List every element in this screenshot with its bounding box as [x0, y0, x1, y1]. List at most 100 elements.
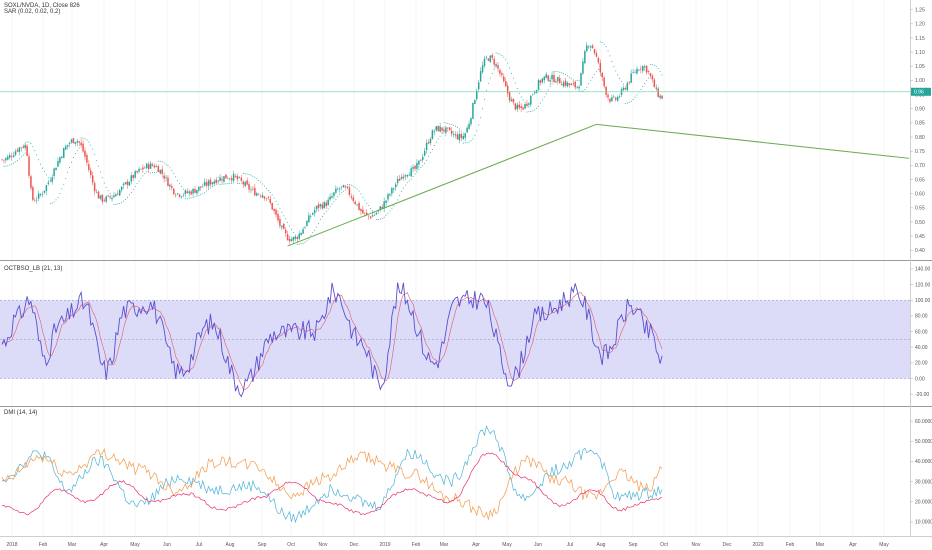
y-tick-label: 120.00: [915, 282, 931, 288]
y-tick-label: 0.90: [915, 107, 925, 113]
candle: [254, 183, 256, 196]
candle: [437, 125, 439, 132]
sar-dot: [169, 167, 171, 169]
sar-dot: [578, 80, 580, 82]
oscillator-legend[interactable]: OCTBSO_LB (21, 13): [4, 266, 62, 272]
sar-dot: [109, 193, 111, 195]
candle: [474, 98, 476, 105]
sar-dot: [152, 172, 154, 174]
candle: [124, 181, 127, 185]
sar-dot: [393, 205, 395, 207]
sar-dot: [630, 100, 632, 102]
candle: [66, 144, 69, 150]
sar-dot: [426, 159, 428, 161]
price-axis[interactable]: 1.251.201.151.101.051.000.950.900.850.80…: [910, 7, 932, 526]
x-tick-label: Apr: [100, 542, 108, 548]
sar-dot: [240, 182, 242, 184]
sar-dot: [279, 207, 281, 209]
sar-dot: [468, 141, 470, 143]
candle: [354, 200, 356, 206]
sar-dot: [107, 190, 109, 192]
sar-dot: [42, 167, 44, 169]
sar-dot: [563, 72, 565, 74]
sar-dot: [377, 218, 379, 220]
candle: [524, 103, 526, 110]
sar-dot: [298, 243, 300, 245]
candle: [188, 189, 190, 197]
candle: [398, 175, 401, 181]
x-tick-label: Jul: [567, 542, 573, 548]
sar-dot: [605, 46, 607, 48]
candle: [576, 86, 578, 90]
candle: [593, 48, 596, 56]
trend-line[interactable]: [596, 123, 910, 159]
sar-dot: [609, 55, 611, 57]
sar-dot: [78, 147, 80, 149]
candle: [263, 196, 266, 201]
sar-dot: [125, 198, 127, 200]
sar-dot: [622, 83, 624, 85]
sar-dot: [90, 144, 92, 146]
candle: [138, 166, 140, 174]
candle: [236, 173, 239, 183]
y-tick-label: 30.0000: [915, 479, 932, 485]
time-axis[interactable]: 2018 Feb Mar Apr May Jun Jul Aug Sep Oct Nov Dec 201…: [6, 542, 889, 548]
candle: [1, 159, 3, 161]
trend-line[interactable]: [287, 123, 597, 247]
candle: [572, 80, 575, 87]
sar-dot: [121, 202, 123, 204]
oscillator-pane[interactable]: [0, 282, 910, 398]
candle: [580, 72, 582, 86]
candle: [425, 139, 428, 154]
symbol-legend[interactable]: SOXL/NVDA, 1D, Close 826 SAR (0.02, 0.02…: [4, 3, 80, 15]
candle: [117, 190, 119, 195]
candle: [603, 76, 605, 89]
dmi-pane[interactable]: [1, 425, 663, 524]
sar-dot: [624, 103, 626, 105]
sar-dot: [144, 173, 146, 175]
sar-dot: [45, 174, 47, 176]
sar-dot: [184, 198, 186, 200]
candle: [483, 55, 486, 69]
dmi-legend[interactable]: DMI (14, 14): [4, 410, 37, 416]
sar-dot: [67, 171, 69, 173]
candle: [120, 185, 123, 193]
sar-dot: [661, 74, 663, 76]
sar-dot: [621, 80, 623, 82]
candle: [10, 152, 13, 161]
candle: [130, 172, 133, 185]
price-pane[interactable]: [0, 41, 910, 247]
candle: [201, 183, 204, 188]
sar-dot: [476, 130, 478, 132]
sar-dot: [352, 185, 354, 187]
sar-dot: [541, 99, 543, 101]
candle: [649, 72, 652, 79]
candle: [653, 78, 656, 88]
candle: [337, 187, 339, 191]
sar-dot: [314, 229, 316, 231]
candle: [562, 80, 565, 88]
sar-dot: [117, 203, 119, 205]
candle: [113, 191, 115, 198]
sar-dot: [404, 184, 406, 186]
sar-dot: [509, 67, 511, 69]
x-tick-label: Jun: [534, 542, 542, 548]
candle: [543, 76, 546, 84]
y-tick-label: 1.05: [915, 64, 925, 70]
sar-dot: [161, 161, 163, 163]
sar-dot: [507, 62, 509, 64]
pane-separators[interactable]: [0, 0, 932, 537]
candle: [12, 151, 15, 158]
candle: [379, 206, 382, 212]
x-tick-label: Dec: [723, 542, 732, 548]
sar-dot: [200, 193, 202, 195]
sar-dot: [559, 71, 561, 73]
sar-dot: [418, 168, 420, 170]
candle: [269, 195, 272, 205]
y-tick-label: 0.55: [915, 206, 925, 212]
candle: [325, 200, 327, 209]
candle: [346, 186, 349, 190]
y-tick-label: 60.00: [915, 329, 928, 335]
candle: [387, 192, 389, 203]
